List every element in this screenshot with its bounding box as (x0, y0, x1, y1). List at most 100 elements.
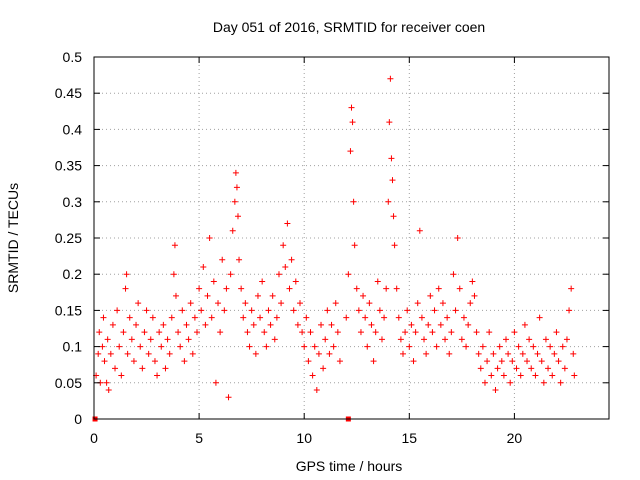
data-point (311, 343, 318, 350)
data-point (265, 307, 272, 314)
data-point (244, 329, 251, 336)
data-point (490, 350, 497, 357)
data-point (181, 358, 188, 365)
data-point (168, 314, 175, 321)
data-point (500, 372, 507, 379)
data-point (109, 321, 116, 328)
data-point (103, 379, 110, 386)
data-point (196, 285, 203, 292)
data-point (526, 336, 533, 343)
data-point (343, 314, 350, 321)
data-point (257, 314, 264, 321)
data-point (400, 350, 406, 357)
data-point (299, 329, 306, 336)
data-point (390, 213, 397, 220)
data-point (175, 329, 182, 336)
data-point (366, 300, 373, 307)
data-point (137, 343, 144, 350)
data-point (280, 242, 287, 249)
y-tick-label: 0.5 (63, 49, 83, 65)
data-point (570, 350, 577, 357)
data-point (95, 350, 102, 357)
data-point (532, 372, 539, 379)
data-point (364, 343, 371, 350)
data-point (391, 242, 398, 249)
data-point (383, 285, 390, 292)
data-point (397, 336, 404, 343)
data-point (450, 271, 457, 278)
data-point (456, 285, 463, 292)
data-point (252, 350, 259, 357)
data-point (231, 198, 238, 205)
x-tick-label: 20 (507, 430, 523, 446)
data-point (393, 285, 400, 292)
data-point (549, 372, 556, 379)
y-tick-label: 0.2 (63, 266, 83, 282)
data-point (261, 329, 268, 336)
data-point (536, 314, 543, 321)
data-point (143, 307, 150, 314)
data-point (212, 379, 219, 386)
data-point (444, 314, 451, 321)
data-point (100, 314, 107, 321)
data-point (172, 292, 179, 299)
data-point (282, 263, 289, 270)
data-point (130, 358, 137, 365)
data-point (460, 314, 467, 321)
data-point (284, 220, 291, 227)
data-point (484, 358, 491, 365)
data-point (332, 300, 339, 307)
data-point (511, 329, 518, 336)
data-point (303, 314, 310, 321)
data-point (107, 350, 114, 357)
data-point (402, 329, 409, 336)
data-point (232, 169, 239, 176)
data-point (465, 321, 472, 328)
data-point (517, 372, 524, 379)
data-point (246, 343, 253, 350)
data-point (385, 198, 392, 205)
data-point (370, 358, 377, 365)
data-point (551, 350, 558, 357)
y-tick-label: 0.45 (55, 85, 82, 101)
data-point (267, 321, 274, 328)
data-point (330, 343, 337, 350)
data-point (513, 365, 520, 372)
data-point (547, 343, 554, 350)
data-point (275, 271, 282, 278)
data-point (412, 329, 419, 336)
data-point (435, 285, 442, 292)
data-point (305, 358, 312, 365)
data-point (297, 300, 303, 307)
data-point (101, 358, 108, 365)
data-point (437, 321, 444, 328)
data-point (374, 278, 381, 285)
data-point (154, 372, 161, 379)
data-point (439, 300, 446, 307)
data-point (164, 336, 171, 343)
data-point (320, 365, 327, 372)
data-point (540, 379, 547, 386)
data-point (336, 358, 343, 365)
data-point (324, 307, 331, 314)
data-point (507, 379, 514, 386)
data-point (509, 358, 516, 365)
data-point (423, 350, 430, 357)
data-point (219, 256, 226, 263)
data-point (416, 227, 423, 234)
data-point (225, 394, 232, 401)
data-point (147, 336, 154, 343)
y-tick-label: 0.15 (55, 302, 82, 318)
data-point (217, 329, 224, 336)
data-point (563, 336, 570, 343)
y-tick-label: 0.05 (55, 375, 82, 391)
data-point (542, 336, 549, 343)
data-point (191, 314, 198, 321)
data-point (488, 372, 495, 379)
data-point (494, 365, 501, 372)
data-point (229, 227, 236, 234)
data-point (328, 321, 335, 328)
data-point (571, 372, 578, 379)
data-point (204, 292, 211, 299)
